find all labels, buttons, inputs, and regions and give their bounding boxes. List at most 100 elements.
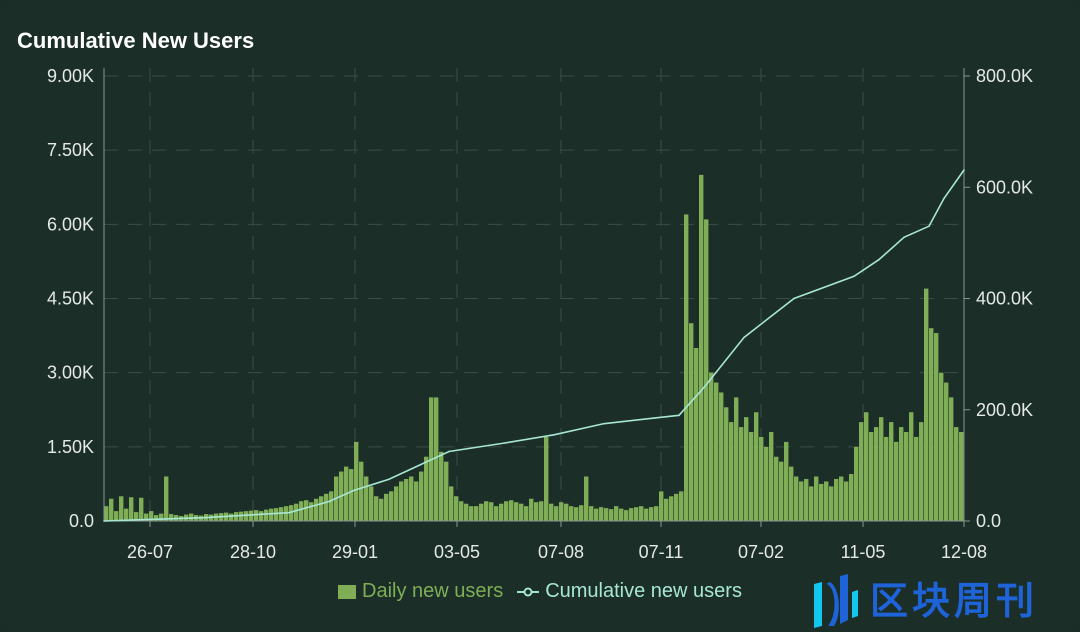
x-tick-label: 29-01 [332,542,378,562]
line-point [743,336,745,339]
bar [534,502,539,521]
bar [709,372,714,521]
bar [529,498,534,521]
line-point [353,489,355,492]
bar [399,481,404,521]
x-tick-label: 07-02 [738,542,784,562]
bar [149,511,154,521]
bar [424,456,429,521]
bar [914,436,919,521]
y-left-tick-label: 4.50K [47,289,94,309]
line-point [203,516,205,519]
bar [804,478,809,521]
bar [594,508,599,521]
bar [889,422,894,521]
bar-series [104,174,964,521]
bar [509,500,514,521]
bar [924,288,929,521]
x-tick-label: 28-10 [230,542,276,562]
bar [484,501,489,521]
bar [769,432,774,521]
y-right-tick-label: 800.0K [976,66,1033,86]
bar [464,503,469,521]
bar [539,501,544,521]
bar [494,506,499,521]
bar [954,427,959,521]
line-point [603,422,605,425]
line-point [653,417,655,419]
bar [144,513,149,521]
bar [129,497,134,521]
y-right-tick-label: 0.0 [976,511,1001,531]
bar [114,511,119,521]
bar [104,506,109,521]
y-left-tick-label: 3.00K [47,363,94,383]
line-point [878,258,880,261]
bar [309,502,314,521]
line-point [903,236,905,239]
bar [729,422,734,521]
line-point [288,511,290,514]
x-tick-label: 26-07 [127,542,173,562]
bar [369,486,374,521]
bar [839,476,844,521]
line-point [793,297,795,300]
line-point [928,225,930,227]
bar [609,509,614,521]
line-point [418,464,420,467]
bar [499,503,504,521]
x-tick-label: 03-05 [434,542,480,562]
bar [749,432,754,521]
bar [359,461,364,521]
bar [879,417,884,521]
line-point [963,169,965,171]
bar [109,498,114,521]
bar [614,506,619,521]
legend-item-daily[interactable]: Daily new users [338,580,503,603]
bar [444,461,449,521]
bar [774,456,779,521]
bar [819,483,824,521]
bar [134,512,139,521]
bar [959,432,964,521]
y-right-tick-label: 600.0K [976,177,1033,197]
bar [434,397,439,521]
bar [654,506,659,521]
bar [564,503,569,521]
bar [404,478,409,521]
legend-item-cumulative[interactable]: Cumulative new users [517,580,742,603]
bar [799,481,804,521]
legend-label-cumulative: Cumulative new users [545,580,742,602]
watermark-logo: 区块周刊 [812,574,1038,628]
bar [159,513,164,521]
bar [264,509,269,521]
bar [874,427,879,521]
y-left-tick-label: 1.50K [47,437,94,457]
bar [319,496,324,521]
bar [714,382,719,521]
bar [419,471,424,521]
bar [154,515,159,521]
bar [764,446,769,521]
bar [269,508,274,521]
bar [689,323,694,521]
bar [469,506,474,521]
bar [164,476,169,521]
bar [379,498,384,521]
line-point [678,414,680,417]
bar [734,397,739,521]
bar [139,497,144,521]
bar [909,412,914,521]
bar [329,491,334,521]
bar-swatch-icon [338,584,357,599]
bar [574,507,579,521]
bar [899,427,904,521]
bar [544,436,549,521]
bar [679,491,684,521]
bar [904,432,909,521]
legend-label-daily: Daily new users [362,580,504,602]
bar [664,498,669,521]
bar [124,508,129,521]
bar [579,505,584,521]
